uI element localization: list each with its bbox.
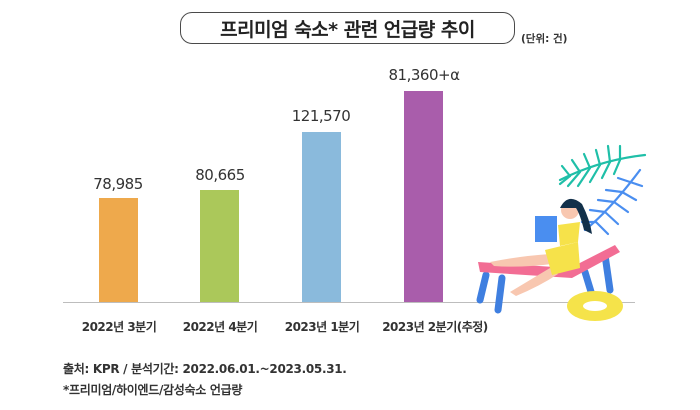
beach-lounger-illustration xyxy=(476,144,647,321)
palm-leaf-icon xyxy=(580,168,644,236)
category-label-q3-2022: 2022년 3분기 xyxy=(81,320,157,334)
category-label-q4-2022: 2022년 4분기 xyxy=(182,320,258,334)
category-label-q2-2023: 2023년 2분기(추정) xyxy=(382,320,488,334)
bar-q4-2022 xyxy=(200,190,239,302)
lounger xyxy=(478,245,620,278)
chart-title-text: 프리미엄 숙소* 관련 언급량 추이 xyxy=(220,18,475,41)
bar-q3-2022 xyxy=(99,198,138,302)
footnote: *프리미엄/하이엔드/감성숙소 언급량 xyxy=(63,383,243,397)
unit-label: (단위: 건) xyxy=(521,33,568,45)
bar-q2-2023 xyxy=(404,91,443,302)
source-note: 출처: KPR / 분석기간: 2022.06.01.~2023.05.31. xyxy=(63,362,347,376)
chart-title: 프리미엄 숙소* 관련 언급량 추이 xyxy=(180,12,515,44)
value-label-q4-2022: 80,665 xyxy=(195,166,245,184)
bar-q1-2023 xyxy=(302,132,341,302)
x-axis-line xyxy=(63,302,635,303)
value-label-q1-2023: 121,570 xyxy=(291,107,351,125)
lounger-legs xyxy=(476,251,614,314)
value-label-q3-2022: 78,985 xyxy=(93,175,143,193)
value-label-q2-2023: 81,360+α xyxy=(388,66,460,84)
palm-leaf-icon xyxy=(558,144,647,188)
book-icon xyxy=(535,216,557,242)
category-label-q1-2023: 2023년 1분기 xyxy=(284,320,360,334)
